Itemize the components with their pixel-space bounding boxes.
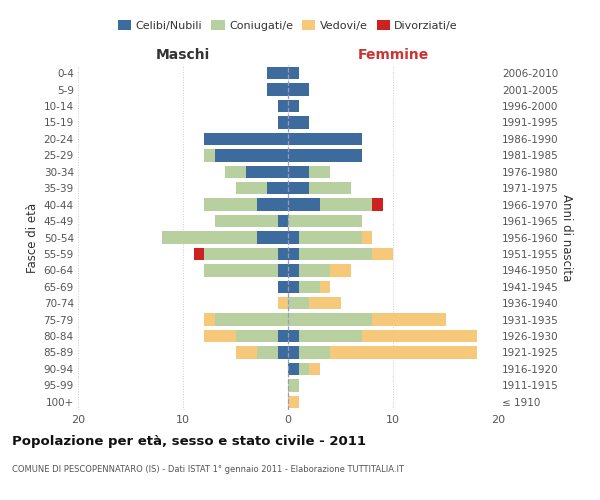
Bar <box>277 248 288 260</box>
Bar <box>288 248 299 260</box>
Text: COMUNE DI PESCOPENNATARO (IS) - Dati ISTAT 1° gennaio 2011 - Elaborazione TUTTIT: COMUNE DI PESCOPENNATARO (IS) - Dati IST… <box>12 465 404 474</box>
Bar <box>288 280 299 293</box>
Text: Maschi: Maschi <box>156 48 210 62</box>
Bar <box>277 116 288 128</box>
Bar <box>267 67 288 80</box>
Bar <box>288 264 299 276</box>
Bar <box>288 346 299 358</box>
Bar <box>288 297 309 310</box>
Bar <box>246 166 288 178</box>
Bar <box>288 232 299 243</box>
Bar <box>257 346 277 358</box>
Bar <box>277 215 288 227</box>
Bar <box>215 314 288 326</box>
Bar <box>288 133 361 145</box>
Bar <box>309 297 341 310</box>
Bar <box>267 84 288 96</box>
Bar <box>288 215 361 227</box>
Bar <box>277 100 288 112</box>
Bar <box>204 330 235 342</box>
Bar <box>320 198 372 211</box>
Bar <box>204 248 277 260</box>
Bar <box>277 330 288 342</box>
Bar <box>288 182 309 194</box>
Bar <box>257 232 288 243</box>
Bar <box>299 248 372 260</box>
Bar <box>361 330 477 342</box>
Bar <box>288 84 309 96</box>
Bar <box>309 166 330 178</box>
Bar <box>288 116 309 128</box>
Bar <box>204 198 257 211</box>
Text: Popolazione per età, sesso e stato civile - 2011: Popolazione per età, sesso e stato civil… <box>12 435 366 448</box>
Bar <box>330 346 477 358</box>
Y-axis label: Anni di nascita: Anni di nascita <box>560 194 573 281</box>
Bar <box>193 248 204 260</box>
Bar <box>204 149 215 162</box>
Bar <box>288 379 299 392</box>
Bar <box>215 215 277 227</box>
Bar <box>288 314 372 326</box>
Bar <box>299 363 309 375</box>
Bar <box>204 314 215 326</box>
Bar <box>277 346 288 358</box>
Bar <box>288 166 309 178</box>
Bar <box>267 182 288 194</box>
Bar <box>235 346 257 358</box>
Bar <box>320 280 330 293</box>
Bar <box>277 280 288 293</box>
Bar <box>288 149 361 162</box>
Bar <box>204 133 288 145</box>
Bar <box>361 232 372 243</box>
Bar <box>288 363 299 375</box>
Bar <box>299 264 330 276</box>
Bar <box>235 182 267 194</box>
Bar <box>309 182 351 194</box>
Bar <box>277 264 288 276</box>
Bar <box>225 166 246 178</box>
Bar <box>299 232 361 243</box>
Bar <box>372 248 393 260</box>
Bar <box>372 314 445 326</box>
Bar <box>162 232 257 243</box>
Bar <box>288 198 320 211</box>
Bar <box>288 67 299 80</box>
Bar <box>309 363 320 375</box>
Bar <box>277 297 288 310</box>
Bar <box>288 330 299 342</box>
Bar <box>299 330 361 342</box>
Bar <box>215 149 288 162</box>
Bar <box>204 264 277 276</box>
Bar <box>288 396 299 408</box>
Bar <box>257 198 288 211</box>
Y-axis label: Fasce di età: Fasce di età <box>26 202 40 272</box>
Bar <box>299 346 330 358</box>
Bar <box>288 100 299 112</box>
Bar <box>235 330 277 342</box>
Text: Femmine: Femmine <box>358 48 428 62</box>
Bar <box>372 198 383 211</box>
Bar <box>330 264 351 276</box>
Bar <box>299 280 320 293</box>
Legend: Celibi/Nubili, Coniugati/e, Vedovi/e, Divorziati/e: Celibi/Nubili, Coniugati/e, Vedovi/e, Di… <box>113 16 463 35</box>
